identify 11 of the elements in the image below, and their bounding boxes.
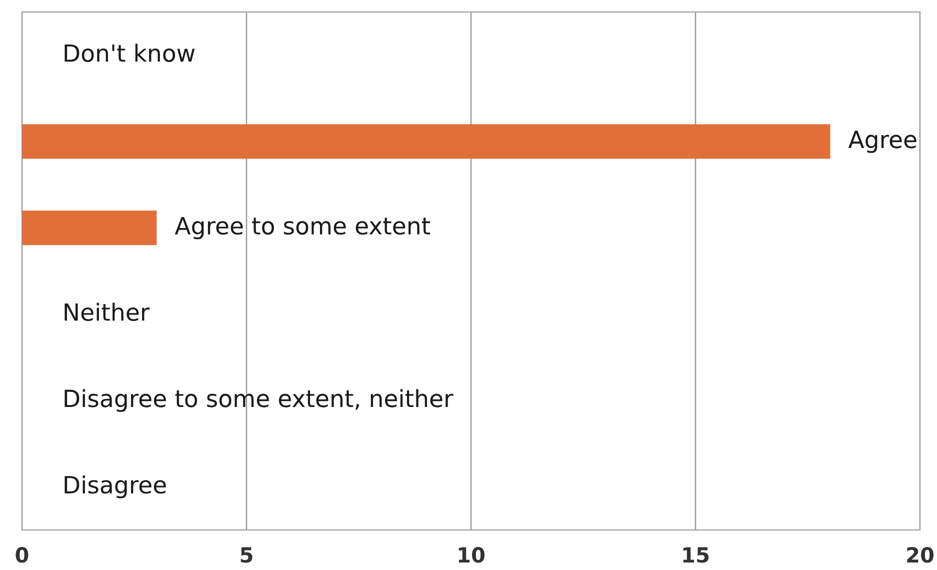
y-tick-label: Disagree to some extent, neither — [64, 389, 454, 412]
y-tick-label: Agree to some extent — [174, 217, 430, 240]
y-tick-label: Don't know — [64, 44, 195, 62]
x-tick-label: 10 — [458, 547, 484, 563]
y-tick-label: Disagree — [64, 475, 166, 498]
x-tick-label: 0 — [16, 547, 28, 563]
y-tick-label: Agree — [848, 130, 916, 153]
y-tick-label: Neither — [64, 302, 150, 322]
x-tick-label: 20 — [907, 547, 934, 563]
x-tick-label: 15 — [683, 547, 709, 563]
x-tick-label: 5 — [240, 547, 252, 563]
